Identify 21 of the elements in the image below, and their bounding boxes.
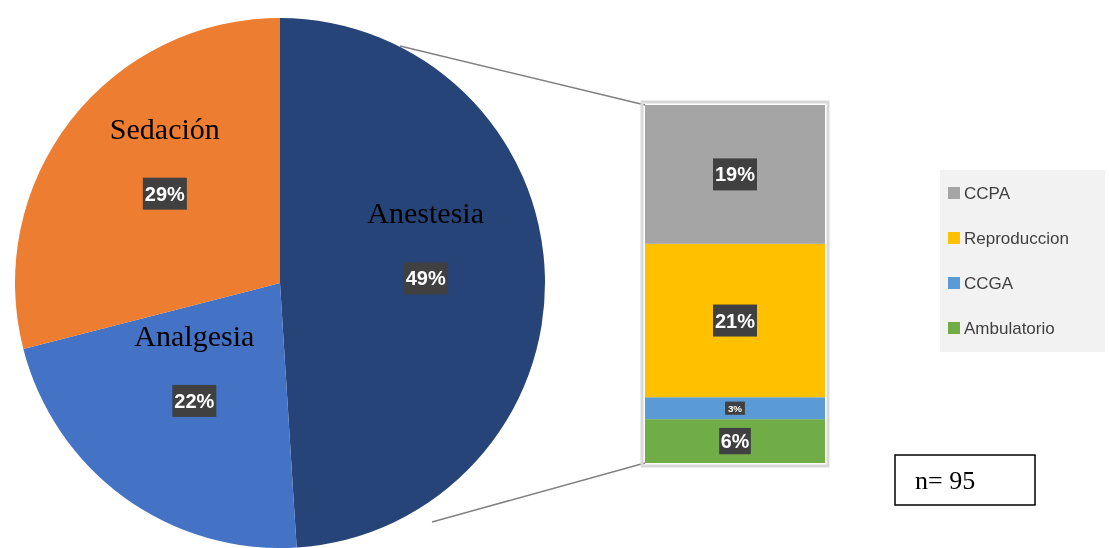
pie-slice — [280, 18, 545, 548]
slice-label: Analgesia — [134, 318, 255, 352]
bar — [645, 105, 825, 244]
pie-slice — [23, 283, 297, 548]
data-label: 6% — [720, 430, 750, 453]
legend-label: Ambulatorio — [964, 318, 1055, 338]
slice-label: Anestesia — [367, 196, 484, 230]
text: n= 95 — [915, 465, 976, 495]
legend-label: Reproduccion — [964, 228, 1069, 248]
bar — [645, 419, 825, 463]
bar — [645, 397, 825, 420]
slice-label: Sedación — [109, 111, 220, 145]
data-label: 21% — [714, 309, 756, 332]
legend-label: CCGA — [964, 273, 1014, 293]
data-label: 29% — [144, 182, 186, 205]
legend-label: CCPA — [964, 183, 1011, 203]
data-label: 3% — [727, 402, 743, 414]
data-label: 49% — [405, 267, 446, 290]
data-label: 22% — [174, 389, 215, 412]
bar — [645, 243, 825, 398]
data-label: 19% — [714, 163, 756, 186]
